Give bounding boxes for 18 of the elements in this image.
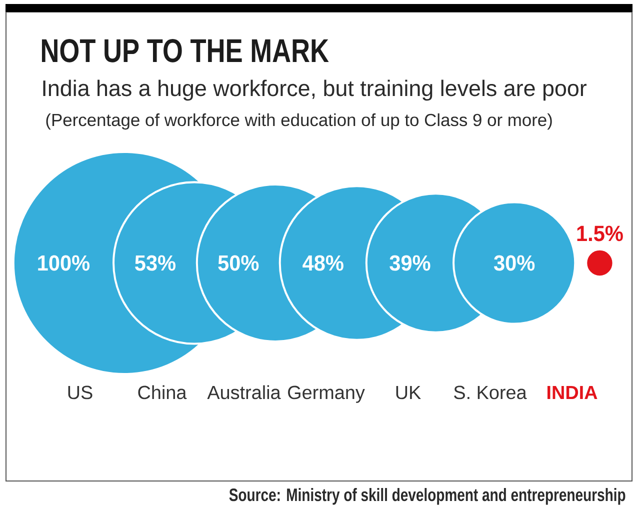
data-label: 39% [390,255,430,271]
source-note: Source: Ministry of skill development and entrepreneurship [229,488,626,505]
data-label: 1.5% [577,226,623,242]
text: NOT UP TO THE MARK [42,39,329,62]
text: (Percentage of workforce with education of up to Class 9 or more) [46,113,552,130]
data-label: 30% [494,255,535,271]
data-label: 50% [218,255,259,271]
data-label: 53% [135,255,176,271]
data-label: 100% [38,255,90,271]
category-label: UK [396,386,421,400]
category-label: China [138,385,187,400]
text: India has a huge workforce, but training levels are poor [43,80,586,101]
category-label: INDIA [548,386,598,399]
category-label: S. Korea [454,386,527,400]
category-label: Australia [207,385,281,400]
data-label: 48% [302,255,344,271]
category-label: US [68,386,92,400]
category-label: Germany [288,386,365,403]
